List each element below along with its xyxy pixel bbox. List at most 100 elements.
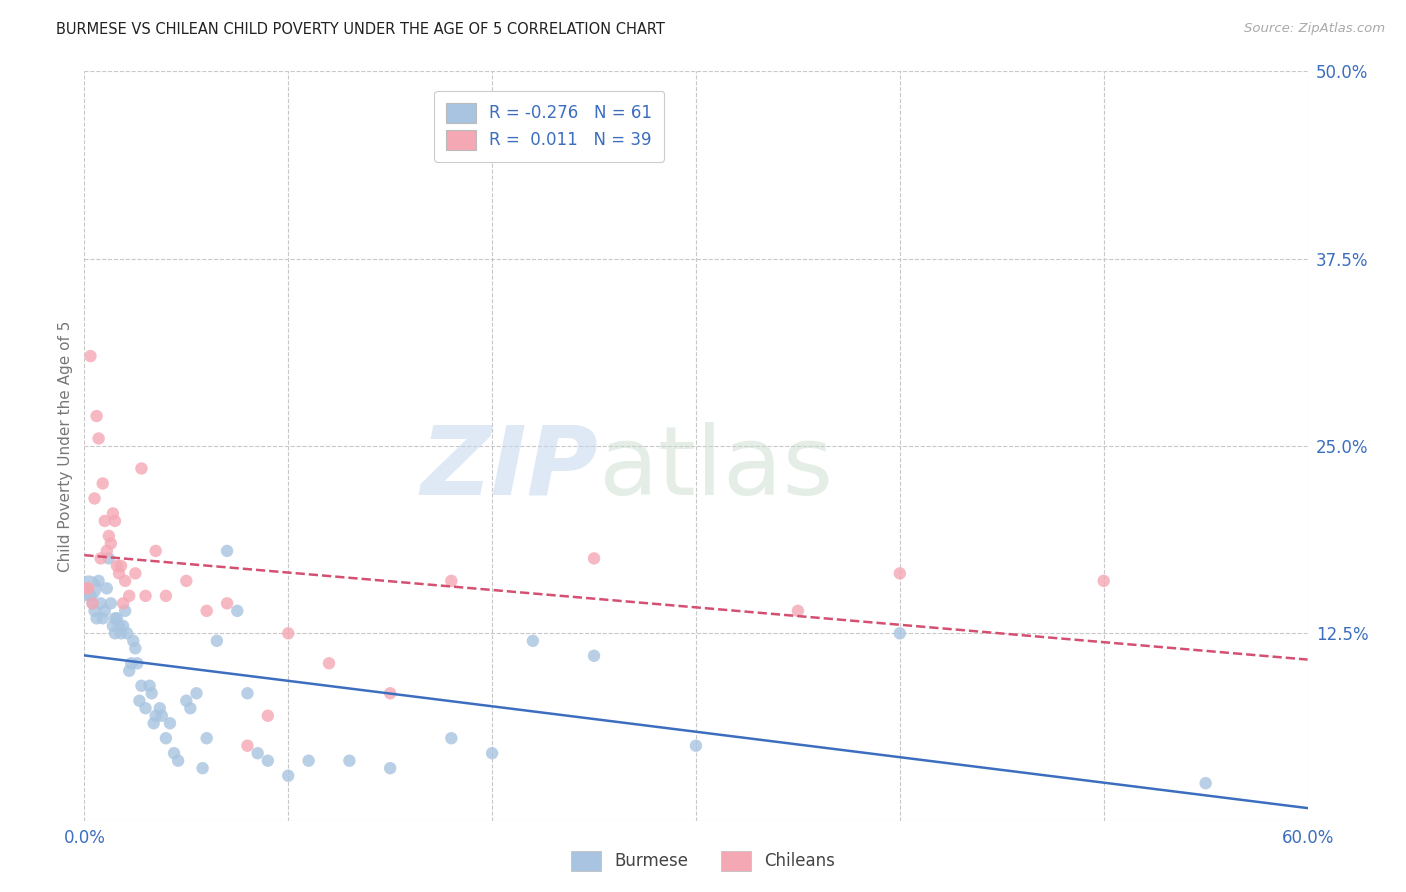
Point (90, 596, 112, 610)
Point (131, 461, 153, 475)
Point (100, 536, 122, 550)
Point (481, 746, 503, 760)
Point (277, 769, 299, 783)
Point (135, 701, 157, 715)
Point (93, 514, 115, 528)
Legend: R = -0.276   N = 61, R =  0.011   N = 39: R = -0.276 N = 61, R = 0.011 N = 39 (434, 91, 664, 161)
Point (108, 619, 131, 633)
Point (142, 716, 165, 731)
Point (236, 739, 259, 753)
Point (97, 551, 120, 566)
Point (91, 611, 114, 625)
Point (87, 432, 110, 446)
Point (93, 604, 115, 618)
Point (87, 574, 110, 588)
Point (82, 596, 104, 610)
Point (138, 679, 160, 693)
Point (101, 619, 124, 633)
Point (77, 582, 100, 596)
Point (217, 596, 239, 610)
Point (124, 641, 146, 656)
Point (101, 507, 124, 521)
Point (97, 529, 120, 543)
Point (522, 633, 544, 648)
Point (583, 648, 606, 663)
Point (112, 619, 135, 633)
Point (75, 582, 97, 596)
Point (685, 739, 707, 753)
Point (195, 604, 218, 618)
Point (246, 746, 269, 760)
Point (167, 754, 190, 768)
Point (77, 582, 100, 596)
Point (163, 746, 186, 760)
Point (115, 626, 138, 640)
Text: atlas: atlas (598, 422, 834, 515)
Point (96, 582, 118, 596)
Legend: Burmese, Chileans: Burmese, Chileans (562, 842, 844, 880)
Point (79, 349, 101, 363)
Point (105, 611, 128, 625)
Point (127, 657, 149, 671)
Point (79, 589, 101, 603)
Point (440, 574, 463, 588)
Point (124, 566, 146, 581)
Point (277, 626, 299, 640)
Point (155, 731, 177, 746)
Point (174, 694, 197, 708)
Point (257, 754, 280, 768)
Point (889, 626, 911, 640)
Point (114, 574, 136, 588)
Point (380, 686, 402, 700)
Point (1092, 574, 1115, 588)
Point (787, 604, 810, 618)
Point (174, 574, 197, 588)
Point (104, 626, 127, 640)
Text: BURMESE VS CHILEAN CHILD POVERTY UNDER THE AGE OF 5 CORRELATION CHART: BURMESE VS CHILEAN CHILD POVERTY UNDER T… (56, 22, 665, 37)
Y-axis label: Child Poverty Under the Age of 5: Child Poverty Under the Age of 5 (58, 320, 73, 572)
Text: ZIP: ZIP (420, 422, 598, 515)
Point (135, 589, 157, 603)
Point (90, 551, 112, 566)
Point (118, 589, 141, 603)
Point (82, 596, 104, 610)
Point (380, 761, 402, 775)
Point (86, 611, 108, 625)
Point (104, 611, 127, 625)
Point (105, 558, 128, 573)
Point (86, 409, 108, 423)
Point (108, 566, 131, 581)
Point (1195, 776, 1218, 790)
Point (236, 686, 259, 700)
Point (195, 731, 218, 746)
Point (186, 686, 208, 700)
Point (226, 604, 249, 618)
Point (83, 491, 105, 506)
Point (257, 708, 280, 723)
Point (159, 716, 181, 731)
Point (298, 754, 321, 768)
Point (318, 657, 340, 671)
Point (583, 551, 606, 566)
Point (104, 514, 127, 528)
Point (112, 596, 135, 610)
Point (120, 657, 142, 671)
Point (179, 701, 201, 715)
Point (440, 731, 463, 746)
Point (122, 633, 145, 648)
Point (149, 701, 172, 715)
Point (150, 708, 173, 723)
Point (114, 604, 136, 618)
Point (83, 604, 105, 618)
Point (339, 754, 361, 768)
Point (100, 596, 122, 610)
Point (96, 544, 118, 558)
Point (118, 664, 141, 678)
Point (110, 626, 132, 640)
Point (191, 761, 214, 775)
Point (145, 708, 167, 723)
Point (145, 544, 167, 558)
Text: Source: ZipAtlas.com: Source: ZipAtlas.com (1244, 22, 1385, 36)
Point (128, 694, 150, 708)
Point (91, 476, 114, 491)
